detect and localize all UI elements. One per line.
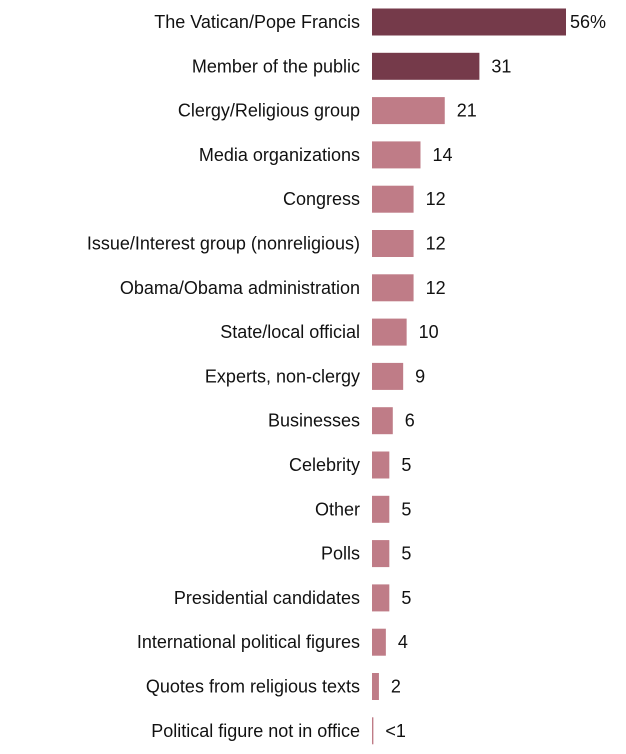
bar [372, 318, 407, 346]
category-label: Polls [321, 544, 360, 564]
value-label: 12 [426, 234, 446, 254]
category-label: Media organizations [199, 145, 360, 165]
bar [372, 141, 421, 169]
value-label: 12 [426, 189, 446, 209]
category-label: Political figure not in office [151, 721, 360, 741]
value-label: 5 [401, 499, 411, 519]
value-label: 21 [457, 101, 477, 121]
bar [372, 274, 414, 302]
bar [372, 97, 445, 125]
value-label: 5 [401, 455, 411, 475]
value-label: 5 [401, 544, 411, 564]
bar [372, 52, 480, 80]
bar [372, 230, 414, 257]
value-label: 10 [419, 322, 439, 342]
bar [372, 495, 390, 523]
category-label: International political figures [137, 632, 360, 652]
bar [372, 673, 379, 700]
bar [372, 185, 414, 213]
category-label: Obama/Obama administration [120, 278, 360, 298]
bar [372, 717, 374, 745]
value-label: 4 [398, 632, 408, 652]
bars-group: The Vatican/Pope Francis 56% Member of the… [87, 8, 606, 745]
category-label: State/local official [220, 322, 360, 342]
bar [372, 451, 390, 479]
category-label: Other [315, 499, 360, 519]
category-label: Congress [283, 189, 360, 209]
category-label: Member of the public [192, 56, 360, 76]
bar [372, 584, 390, 612]
category-label: Celebrity [289, 455, 360, 475]
category-label: Clergy/Religious group [178, 101, 360, 121]
bar [372, 540, 390, 568]
category-label: Businesses [268, 411, 360, 431]
value-label: 56% [570, 12, 606, 32]
value-label: 5 [401, 588, 411, 608]
bar [372, 628, 386, 656]
bar [372, 8, 566, 36]
value-label: 12 [426, 278, 446, 298]
category-label: The Vatican/Pope Francis [154, 12, 360, 32]
value-label: <1 [385, 721, 406, 741]
bar [372, 362, 404, 390]
category-label: Issue/Interest group (nonreligious) [87, 234, 360, 254]
value-label: 2 [391, 677, 401, 697]
value-label: 9 [415, 366, 425, 386]
bar [372, 407, 393, 435]
value-label: 31 [491, 56, 511, 76]
category-label: Quotes from religious texts [146, 677, 360, 697]
category-label: Presidential candidates [174, 588, 360, 608]
value-label: 14 [433, 145, 453, 165]
category-label: Experts, non-clergy [205, 366, 360, 386]
value-label: 6 [405, 411, 415, 431]
